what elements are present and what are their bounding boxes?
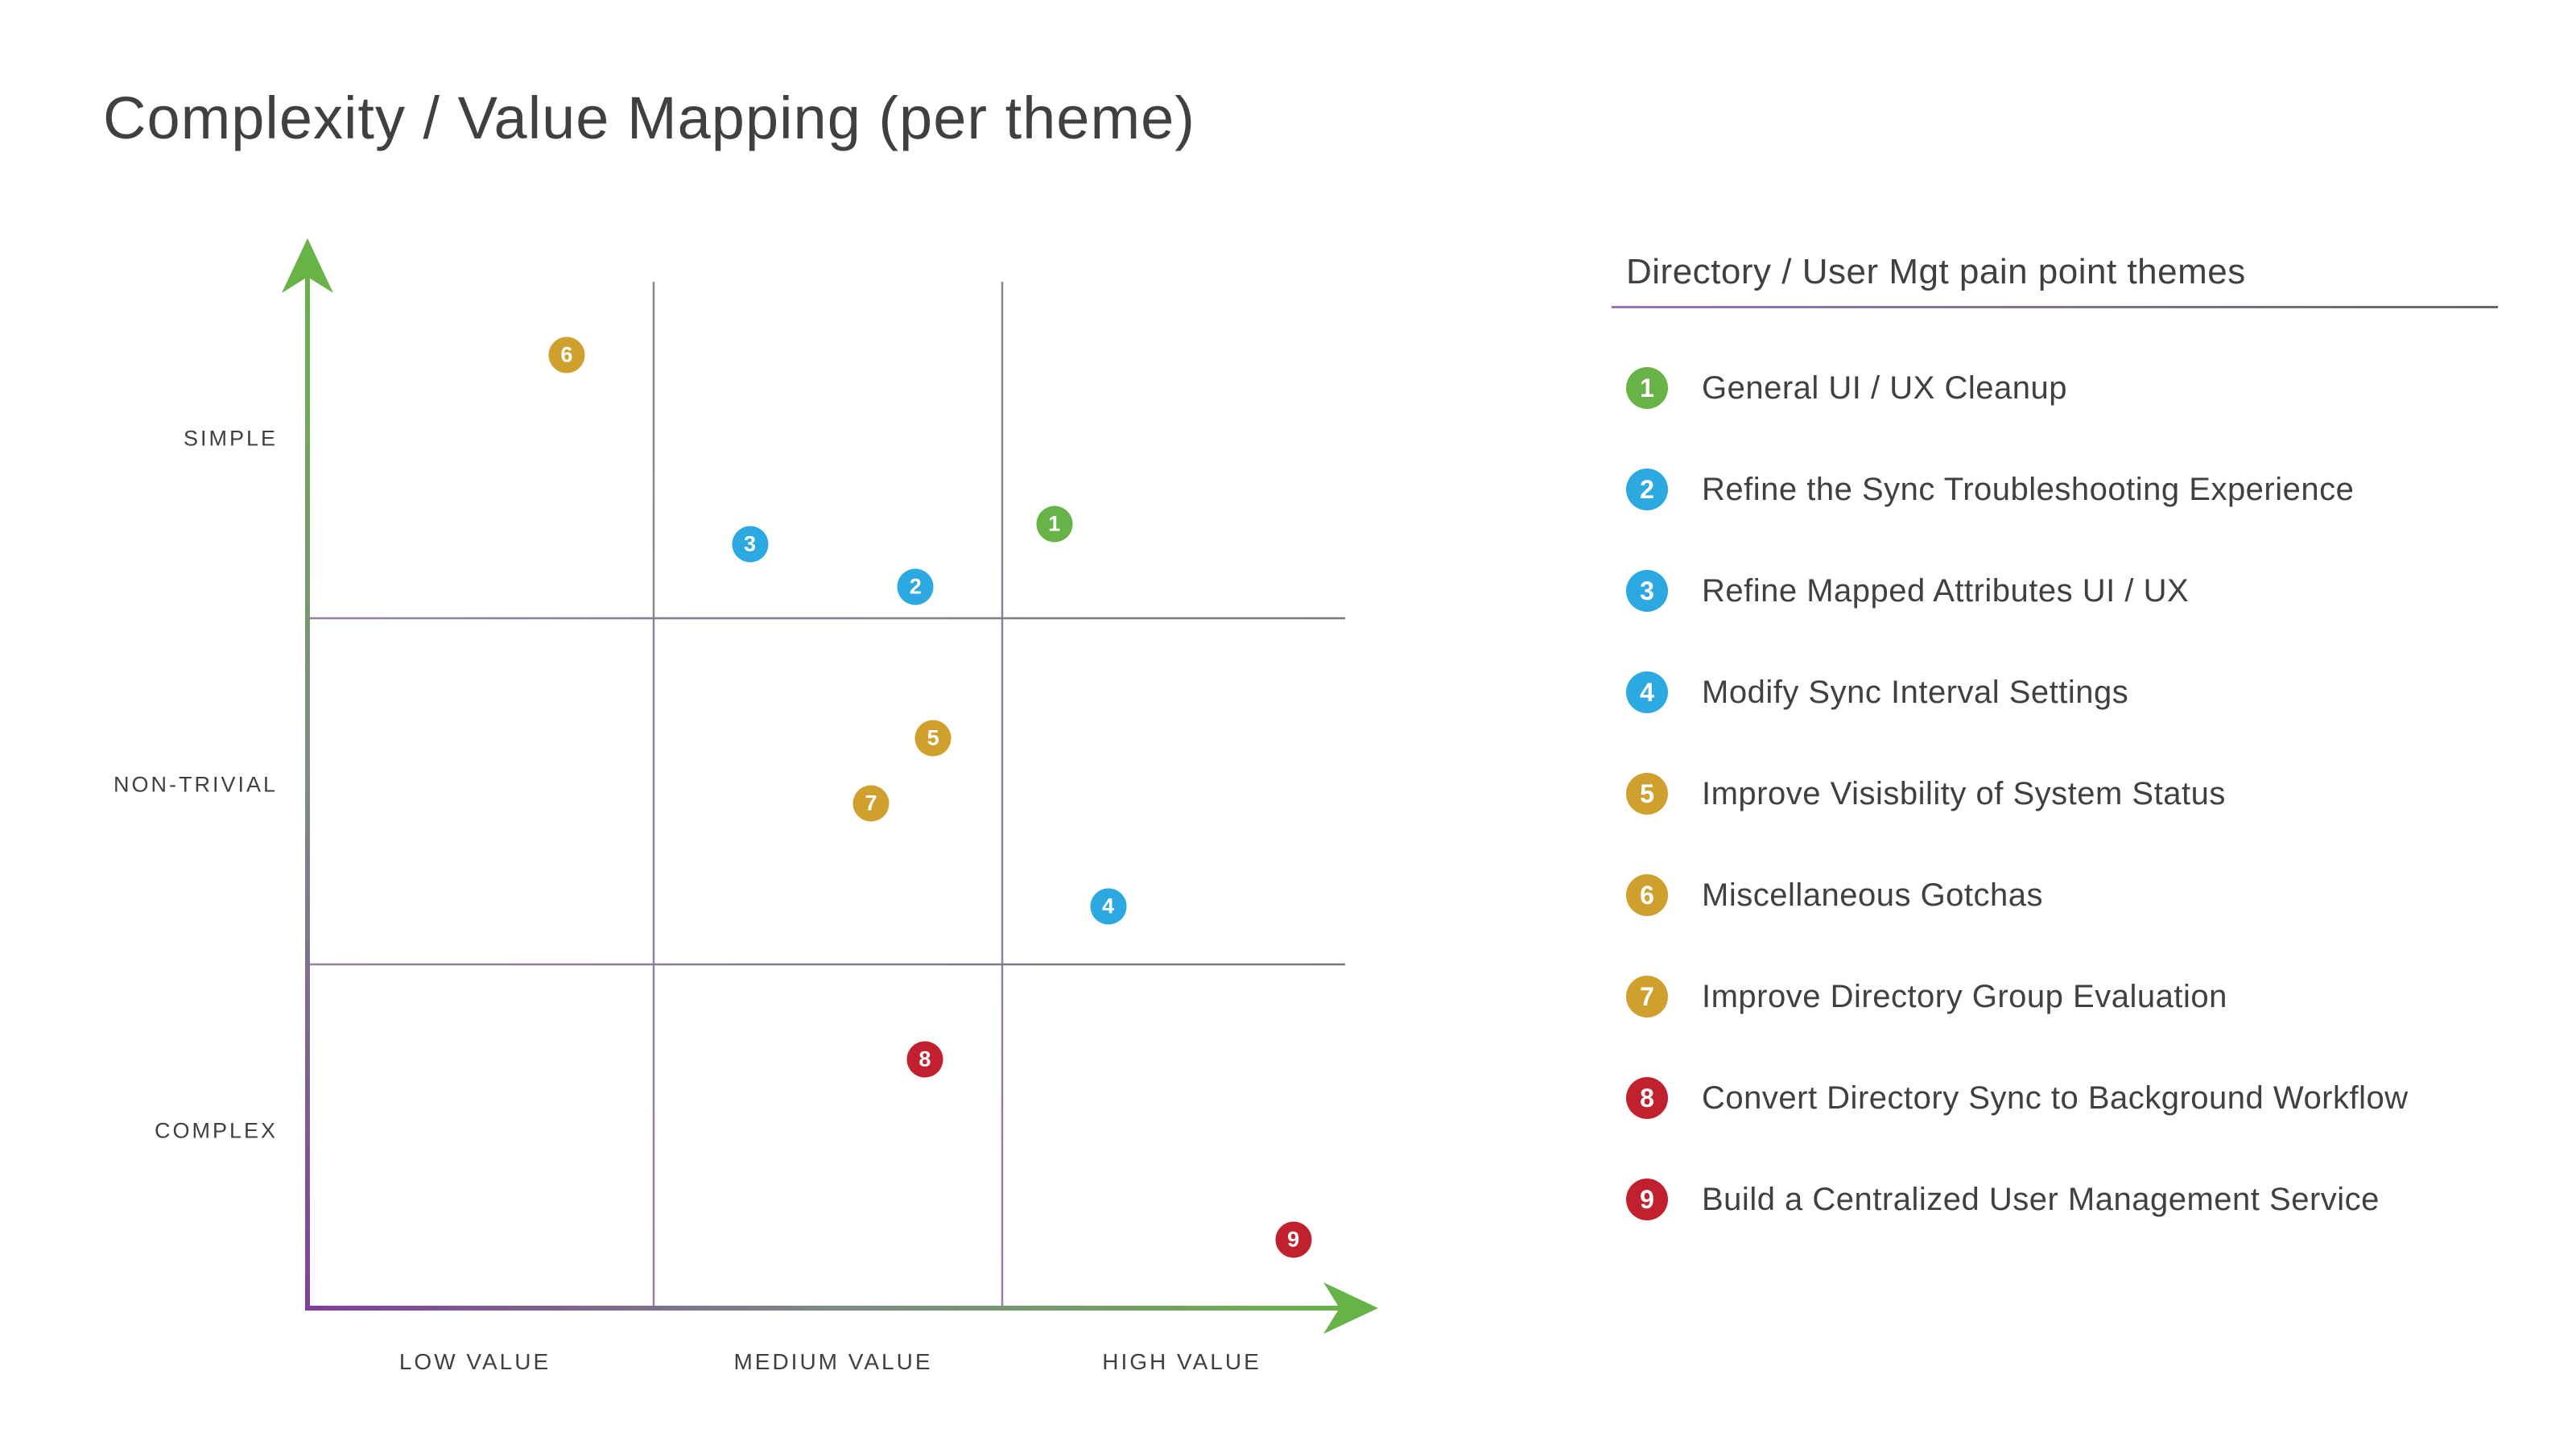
legend-item-label: Modify Sync Interval Settings bbox=[1702, 674, 2129, 710]
legend-item-number-badge: 4 bbox=[1626, 671, 1668, 713]
legend-item-8: 8 Convert Directory Sync to Background W… bbox=[1626, 1077, 2524, 1119]
legend-item-label: Refine Mapped Attributes UI / UX bbox=[1702, 572, 2190, 609]
legend-item-label: Miscellaneous Gotchas bbox=[1702, 877, 2044, 913]
data-point-5: 5 bbox=[914, 720, 952, 757]
y-axis-arrowhead-icon bbox=[282, 238, 333, 293]
legend-item-number-badge: 9 bbox=[1626, 1179, 1668, 1220]
data-point-9: 9 bbox=[1275, 1221, 1312, 1258]
legend-item-number-badge: 3 bbox=[1626, 570, 1668, 612]
legend-title: Directory / User Mgt pain point themes bbox=[1626, 252, 2246, 291]
legend-item-label: Refine the Sync Troubleshooting Experien… bbox=[1702, 471, 2355, 507]
legend-items: 1 General UI / UX Cleanup 2 Refine the S… bbox=[1626, 367, 2524, 1220]
legend-item-1: 1 General UI / UX Cleanup bbox=[1626, 367, 2524, 409]
y-axis-label-simple: SIMPLE bbox=[183, 426, 278, 451]
data-point-3: 3 bbox=[732, 526, 769, 563]
legend-item-label: Improve Visisbility of System Status bbox=[1702, 775, 2226, 811]
legend-item-label: Improve Directory Group Evaluation bbox=[1702, 978, 2227, 1014]
legend-item-label: Convert Directory Sync to Background Wor… bbox=[1702, 1080, 2409, 1116]
legend-panel: Directory / User Mgt pain point themes 1… bbox=[1612, 252, 2524, 1280]
legend-divider bbox=[1612, 306, 2498, 308]
data-point-6: 6 bbox=[548, 336, 585, 374]
legend-item-9: 9 Build a Centralized User Management Se… bbox=[1626, 1179, 2524, 1220]
legend-item-6: 6 Miscellaneous Gotchas bbox=[1626, 874, 2524, 916]
data-point-7: 7 bbox=[852, 785, 890, 822]
legend-item-number-badge: 2 bbox=[1626, 469, 1668, 510]
legend-item-label: General UI / UX Cleanup bbox=[1702, 369, 2067, 406]
chart-grid-and-axes bbox=[282, 238, 1378, 1334]
legend-item-7: 7 Improve Directory Group Evaluation bbox=[1626, 976, 2524, 1018]
y-axis-label-non-trivial: NON-TRIVIAL bbox=[113, 772, 278, 797]
x-axis-label-high-value: HIGH VALUE bbox=[1102, 1349, 1261, 1374]
legend-item-number-badge: 7 bbox=[1626, 976, 1668, 1018]
legend-item-number-badge: 5 bbox=[1626, 773, 1668, 815]
page-title: Complexity / Value Mapping (per theme) bbox=[103, 85, 1195, 151]
data-point-4: 4 bbox=[1090, 888, 1126, 925]
x-axis-label-low-value: LOW VALUE bbox=[398, 1349, 551, 1374]
legend-item-number-badge: 6 bbox=[1626, 874, 1668, 916]
legend-item-label: Build a Centralized User Management Serv… bbox=[1702, 1181, 2380, 1217]
data-point-1: 1 bbox=[1036, 506, 1073, 543]
legend-item-number-badge: 1 bbox=[1626, 367, 1668, 409]
legend-item-2: 2 Refine the Sync Troubleshooting Experi… bbox=[1626, 469, 2524, 510]
legend-item-number-badge: 8 bbox=[1626, 1077, 1668, 1119]
data-point-8: 8 bbox=[906, 1041, 943, 1078]
x-axis-label-medium-value: MEDIUM VALUE bbox=[733, 1349, 933, 1374]
x-axis-arrowhead-icon bbox=[1323, 1282, 1378, 1334]
legend-item-4: 4 Modify Sync Interval Settings bbox=[1626, 671, 2524, 713]
y-axis-label-complex: COMPLEX bbox=[154, 1118, 278, 1143]
legend-item-3: 3 Refine Mapped Attributes UI / UX bbox=[1626, 570, 2524, 612]
legend-item-5: 5 Improve Visisbility of System Status bbox=[1626, 773, 2524, 815]
data-point-2: 2 bbox=[897, 568, 934, 605]
